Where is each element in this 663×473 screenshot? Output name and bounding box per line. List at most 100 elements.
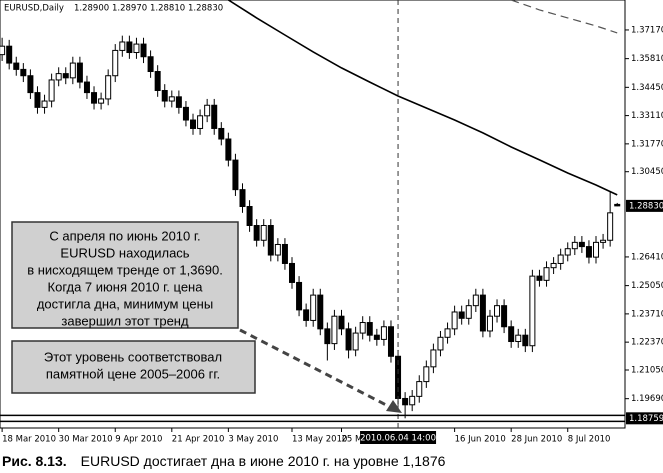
candle-body [310, 294, 317, 321]
candle-body [190, 119, 197, 129]
candle-body [458, 311, 465, 319]
annotation-line: памятной цене 2005–2006 гг. [46, 366, 220, 381]
moving-average [227, 0, 618, 196]
candle-body [105, 75, 112, 100]
candle-body [557, 254, 564, 264]
y-tick-label: 1.30450 [631, 167, 663, 177]
candle-body [69, 62, 76, 79]
x-tick-label: 21 Apr 2010 [172, 435, 225, 445]
candle-body [232, 159, 239, 191]
x-tick-label: 28 Jun 2010 [511, 435, 562, 445]
candle-body [154, 71, 161, 91]
candle-body [494, 305, 501, 317]
candle-body [536, 275, 543, 281]
candle-body [225, 138, 232, 161]
candle-body [204, 104, 211, 117]
candle-body [246, 206, 253, 226]
candle-body [614, 203, 621, 207]
chart: EURUSD,Daily 1.28900 1.28970 1.28810 1.2883… [0, 0, 663, 445]
candle-body [564, 248, 571, 256]
x-tick-label: 13 May 2010 [292, 435, 347, 445]
candle-body [175, 96, 182, 108]
candle-body [593, 241, 600, 258]
candle-body [119, 41, 126, 51]
candle-body [331, 315, 338, 345]
annotation-line: завершил этот тренд [61, 313, 189, 328]
y-tick-label: 1.22370 [631, 338, 663, 348]
arrow-head [386, 400, 402, 413]
y-tick-label: 1.26410 [631, 252, 663, 262]
candle-body [218, 127, 225, 140]
candle-body [168, 96, 175, 102]
x-tick-label: 30 Mar 2010 [59, 435, 113, 445]
x-tick-label: 18 Mar 2010 [2, 435, 56, 445]
cursor-label-box [360, 431, 437, 444]
candle-body [515, 334, 522, 343]
plot [0, 0, 621, 419]
candle-body [303, 309, 310, 321]
candle-body [585, 246, 592, 258]
candle-body [465, 305, 472, 319]
candle-body [182, 106, 189, 121]
y-tick-label: 1.21050 [631, 365, 663, 375]
annotation-line: С апреля по июнь 2010 г. [49, 228, 200, 243]
price-marker-label: 1.18759 [629, 414, 663, 424]
price-marker-box [626, 412, 663, 425]
candle-body [338, 315, 345, 330]
annotation-line: Этот уровень соответствовал [44, 349, 222, 364]
candle-body [430, 349, 437, 368]
candle-body [423, 366, 430, 383]
candle-body [416, 381, 423, 397]
candle-body [27, 75, 34, 94]
header-value: 1.28810 [150, 4, 185, 14]
candle-body [444, 328, 451, 338]
candle-body [529, 275, 536, 347]
candle-body [501, 305, 508, 328]
annotation-line: достигла дна, минимум цены [37, 296, 213, 311]
candle-body [161, 89, 168, 102]
caption: Рис. 8.13. EURUSD достигает дна в июне 20… [0, 450, 663, 473]
candle-body [409, 395, 416, 406]
y-tick-label: 1.37170 [631, 25, 663, 35]
candle-body [288, 262, 295, 283]
candle-body [91, 92, 98, 104]
candle-body [543, 267, 550, 281]
candle-body [112, 49, 119, 77]
candle-body [437, 336, 444, 351]
x-tick-label: 16 Jun 2010 [455, 435, 506, 445]
annotation-box [11, 340, 256, 394]
candle-body [550, 262, 557, 269]
candle-body [451, 311, 458, 330]
candle-body [55, 73, 62, 81]
price-marker-label: 1.28830 [629, 201, 663, 211]
candle-body [0, 45, 6, 56]
y-tick-label: 1.19690 [631, 394, 663, 404]
candle-body [373, 334, 380, 340]
candle-body [600, 239, 607, 243]
candle-body [352, 332, 359, 351]
annotation-line: Когда 7 июня 2010 г. цена [48, 279, 204, 294]
header-value: 1.28970 [112, 4, 147, 14]
candle-body [479, 294, 486, 332]
y-tick-label: 1.25050 [631, 281, 663, 291]
candle-body [140, 43, 147, 58]
annotations: С апреля по июнь 2010 г. EURUSD находилас… [11, 221, 402, 413]
y-tick-label: 1.23710 [631, 309, 663, 319]
candle-body [508, 326, 515, 343]
candle-body [13, 62, 20, 70]
candle-body [253, 224, 260, 241]
chart-title: EURUSD,Daily [4, 4, 64, 14]
annotation-box [11, 221, 239, 329]
x-tick-label: 8 Jul 2010 [568, 435, 611, 445]
y-tick-label: 1.31770 [631, 139, 663, 149]
candle-body [402, 397, 409, 406]
cursor-label: 2010.06.04 14:00 [360, 434, 436, 444]
candle-body [366, 322, 373, 336]
annotation-line: EURUSD находилась [60, 245, 189, 260]
candle-body [20, 68, 27, 77]
candle-body [126, 41, 133, 54]
candle-body [274, 243, 281, 256]
candle-body [48, 79, 55, 102]
annotation-line: в нисходящем тренде от 1,3690. [27, 262, 223, 277]
